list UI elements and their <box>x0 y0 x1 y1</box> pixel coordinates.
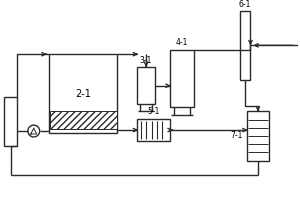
Text: 4-1: 4-1 <box>176 38 188 47</box>
Bar <box>137 119 170 141</box>
Bar <box>247 111 269 161</box>
Bar <box>4 97 17 146</box>
Text: 3-1: 3-1 <box>140 56 152 65</box>
Bar <box>240 11 250 80</box>
Bar <box>50 111 116 129</box>
Text: 7-1: 7-1 <box>230 131 243 140</box>
Bar <box>49 54 118 133</box>
Text: 6-1: 6-1 <box>239 0 251 9</box>
Text: 5-1: 5-1 <box>147 107 160 116</box>
Text: 2-1: 2-1 <box>75 89 91 99</box>
Bar <box>170 50 194 107</box>
Bar <box>137 67 155 104</box>
